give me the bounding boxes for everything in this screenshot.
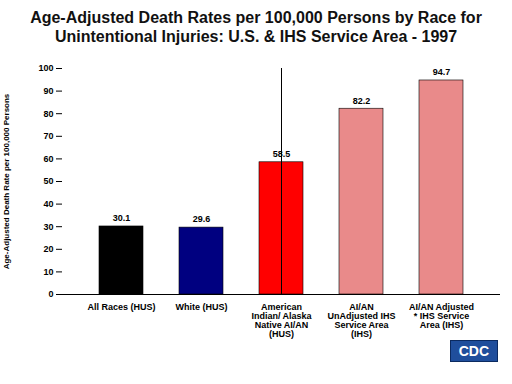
svg-text:AI/ANUnAdjusted IHSService Are: AI/ANUnAdjusted IHSService Area(IHS) <box>327 302 395 339</box>
svg-text:90: 90 <box>43 86 53 96</box>
svg-text:80: 80 <box>43 109 53 119</box>
svg-text:100: 100 <box>38 63 53 73</box>
svg-text:20: 20 <box>43 244 53 254</box>
svg-text:All Races (HUS): All Races (HUS) <box>87 302 155 312</box>
svg-text:AI/AN Adjusted* IHS ServiceAre: AI/AN Adjusted* IHS ServiceArea (IHS) <box>409 302 474 330</box>
svg-text:30.1: 30.1 <box>113 213 131 223</box>
svg-text:58.5: 58.5 <box>273 149 291 159</box>
svg-text:60: 60 <box>43 154 53 164</box>
html-text:CDC: CDC <box>458 343 489 359</box>
svg-text:70: 70 <box>43 131 53 141</box>
svg-text:AmericanIndian/ AlaskaNative A: AmericanIndian/ AlaskaNative AI/AN(HUS) <box>251 302 312 339</box>
svg-text:40: 40 <box>43 199 53 209</box>
svg-text:82.2: 82.2 <box>353 96 371 106</box>
svg-text:0: 0 <box>48 289 53 299</box>
svg-text:50: 50 <box>43 176 53 186</box>
svg-text:10: 10 <box>43 267 53 277</box>
svg-text:30: 30 <box>43 222 53 232</box>
svg-text:94.7: 94.7 <box>433 67 451 77</box>
html-text:Age-Adjusted Death Rates per 1: Age-Adjusted Death Rates per 100,000 Per… <box>30 9 482 45</box>
svg-text:Age-Adjusted Death Rate per 10: Age-Adjusted Death Rate per 100,000 Pers… <box>2 93 11 269</box>
svg-text:29.6: 29.6 <box>193 214 211 224</box>
svg-text:White (HUS): White (HUS) <box>176 302 228 312</box>
